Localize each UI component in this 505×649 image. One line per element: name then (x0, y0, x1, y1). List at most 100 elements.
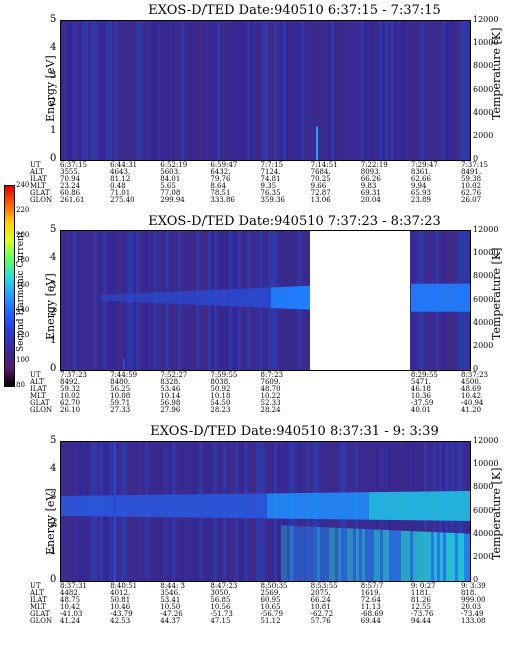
table-cell: 41.20 (461, 406, 482, 414)
ytick-label: 4 (50, 41, 57, 53)
table-row-label: GLON (30, 196, 53, 204)
ytick-label: 3 (50, 279, 57, 291)
table-cell: 8:37:23 (461, 371, 488, 379)
table-cell: 3546. (160, 589, 181, 597)
table-row-label: ALT (30, 168, 44, 176)
table-cell: 28.24 (260, 406, 281, 414)
table-cell: -51.73 (210, 610, 233, 618)
table-cell: -56.79 (260, 610, 283, 618)
table-row-label: MLT (30, 603, 46, 611)
table-cell: 81.12 (110, 175, 131, 183)
table-cell: 9.35 (260, 182, 277, 190)
ytick-label: 0 (50, 363, 57, 374)
table-cell: 53.46 (160, 385, 181, 393)
table-cell: 7:52:27 (160, 371, 188, 379)
table-row-label: ALT (30, 589, 44, 597)
table-cell: 6:37:15 (60, 161, 87, 169)
table-cell: 7124. (260, 168, 281, 176)
colorbar-tick: 200 (16, 231, 30, 239)
table-cell: 7:59:55 (210, 371, 238, 379)
table-cell: 56.25 (110, 385, 131, 393)
spectrogram-texture (61, 21, 470, 160)
table-cell: 77.08 (160, 189, 181, 197)
y2tick-label: 8000 (473, 271, 494, 281)
table-cell: 50.92 (210, 385, 231, 393)
table-row-label: ILAT (30, 385, 47, 393)
table-cell: 48.69 (461, 385, 482, 393)
table-cell: -40.94 (461, 399, 484, 407)
table-cell: 1181. (410, 589, 431, 597)
ytick-label: 0 (50, 153, 57, 164)
table-cell: 7:7:15 (260, 161, 284, 169)
y2tick-label: 12000 (473, 225, 499, 234)
table-cell: 27.96 (160, 406, 181, 414)
y2tick-label: 0 (473, 154, 479, 163)
table-cell: 74.81 (260, 175, 281, 183)
table-cell: 28.23 (210, 406, 231, 414)
table-cell: 72.87 (310, 189, 331, 197)
table-cell: 8492. (60, 378, 81, 386)
colorbar-tick: 160 (16, 281, 30, 289)
table-row-label: MLT (30, 182, 46, 190)
table-row-label: GLAT (30, 399, 50, 407)
colorbar-tick: 80 (16, 381, 25, 389)
table-cell: 333.86 (210, 196, 235, 204)
ytick-label: 5 (50, 224, 57, 235)
y2tick-label: 6000 (473, 84, 494, 94)
table-cell: 42.53 (110, 617, 131, 625)
table-cell: 62.70 (60, 399, 81, 407)
ytick-label: 0 (50, 574, 57, 585)
ytick-label: 3 (50, 69, 57, 81)
ytick-label: 2 (50, 307, 57, 319)
table-cell: 59.71 (110, 399, 131, 407)
table-row-label: ALT (30, 378, 44, 386)
table-cell: 71.01 (110, 189, 131, 197)
table-cell: 10.42 (461, 392, 482, 400)
table-cell: 5.65 (160, 182, 176, 190)
y2tick-label: 2000 (473, 340, 494, 350)
table-cell: 359.36 (260, 196, 286, 204)
ytick-label: 2 (50, 97, 57, 109)
table-cell: 999.00 (461, 596, 486, 604)
y2tick-label: 12000 (473, 436, 499, 445)
table-cell: 8491. (461, 168, 482, 176)
spike-mark (316, 126, 318, 160)
table-row-label: ILAT (30, 596, 47, 604)
table-cell: 66.26 (360, 175, 381, 183)
y2tick-label: 4000 (473, 317, 494, 327)
y2tick-label: 0 (473, 575, 479, 584)
table-cell: 26.07 (461, 196, 482, 204)
table-cell: 8:47:23 (210, 582, 238, 590)
table-cell: 1619. (360, 589, 381, 597)
table-cell: 23.24 (60, 182, 81, 190)
table-cell: 56.85 (210, 596, 231, 604)
table-cell: 10.08 (110, 392, 131, 400)
table-cell: 8038. (210, 378, 231, 386)
table-cell: 53.41 (160, 596, 181, 604)
table-cell: 11.13 (360, 603, 381, 611)
ytick-label: 1 (50, 125, 57, 137)
table-cell: 70.94 (60, 175, 81, 183)
table-cell: 79.76 (210, 175, 231, 183)
ytick-label: 4 (50, 251, 57, 263)
table-cell: 10.46 (110, 603, 131, 611)
panel1-orbit-table: UT ALT ILAT MLT GLAT GLON 6:37:15 3555. 70.94 23.… (30, 162, 505, 210)
panel1-spectrogram (60, 20, 471, 161)
ytick-label: 5 (50, 435, 57, 446)
colorbar-tick: 220 (16, 206, 30, 214)
y2tick-label: 12000 (473, 15, 499, 24)
spike-mark (113, 442, 116, 581)
table-cell: 44.37 (160, 617, 181, 625)
table-cell: 13.06 (310, 196, 331, 204)
panel3-orbit-table: UT ALT ILAT MLT GLAT GLON 8:37:31 4482. 48.75 10.… (30, 583, 505, 631)
y2tick-label: 2000 (473, 130, 494, 140)
table-cell: 10.02 (60, 392, 81, 400)
table-cell: 8:37:31 (60, 582, 87, 590)
band-mark (61, 490, 470, 581)
table-cell: 0.48 (110, 182, 126, 190)
table-cell: 2075. (310, 589, 331, 597)
table-cell: 54.50 (210, 399, 231, 407)
table-cell: -47.26 (160, 610, 183, 618)
table-cell: 60.95 (260, 596, 281, 604)
y2tick-label: 2000 (473, 551, 494, 561)
